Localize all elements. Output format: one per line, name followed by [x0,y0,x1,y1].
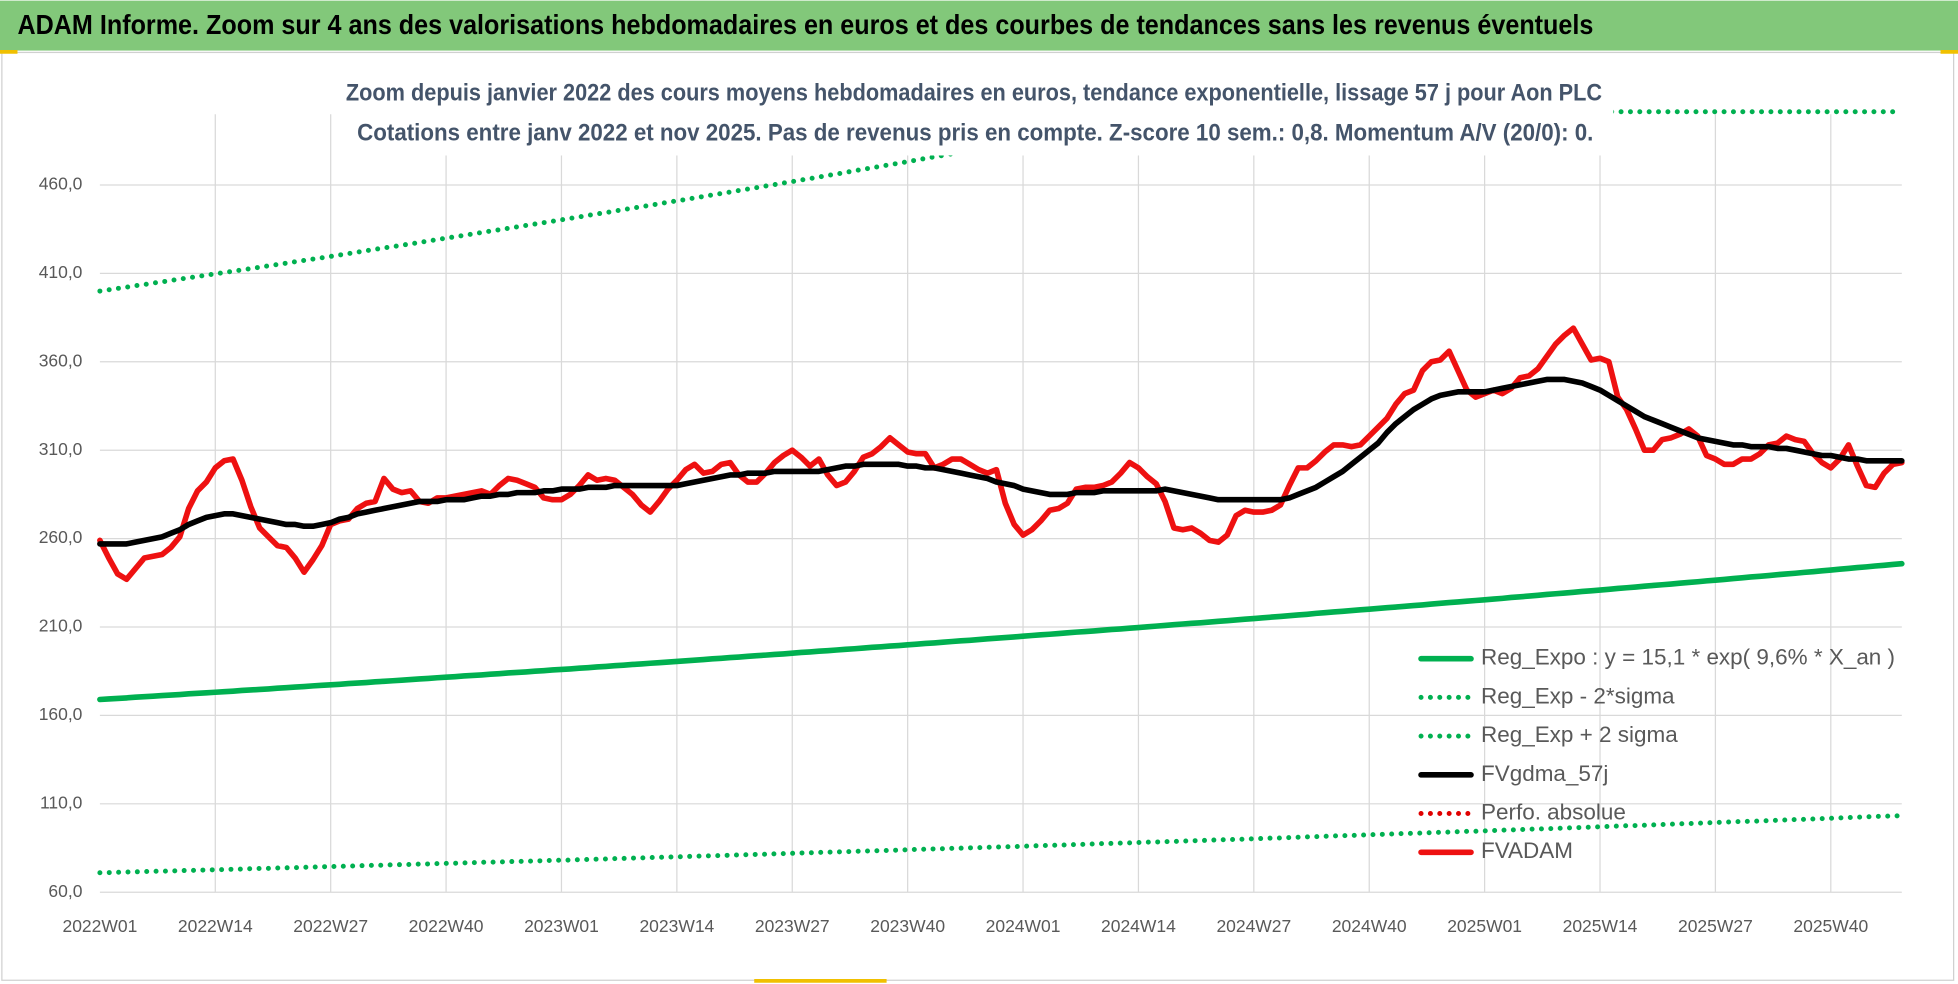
y-tick-label: 210,0 [39,616,83,636]
series-line [97,560,1905,703]
x-tick-label: 2025W14 [1563,916,1638,936]
series-line [97,813,1905,876]
x-tick-label: 2025W40 [1793,916,1868,936]
x-tick-label: 2023W14 [639,916,714,936]
legend-label: Perfo. absolue [1481,799,1626,824]
x-tick-label: 2022W40 [409,916,484,936]
x-tick-label: 2023W27 [755,916,830,936]
x-tick-label: 2024W01 [986,916,1061,936]
subtitle-background [334,73,1614,156]
x-tick-label: 2024W27 [1216,916,1291,936]
chart-title: Zoom depuis janvier 2022 des cours moyen… [346,81,1602,107]
chart-subtitle: Cotations entre janv 2022 et nov 2025. P… [357,121,1593,147]
y-tick-label: 160,0 [39,704,83,724]
x-tick-label: 2023W01 [524,916,599,936]
y-tick-label: 260,0 [39,527,83,547]
y-tick-label: 60,0 [48,881,82,901]
series-line [97,376,1905,547]
page-title: ADAM Informe. Zoom sur 4 ans des valoris… [17,9,1593,40]
legend-label: FVADAM [1481,838,1573,863]
y-tick-label: 410,0 [39,262,83,282]
x-tick-label: 2025W27 [1678,916,1753,936]
legend-label: Reg_Exp + 2 sigma [1481,722,1678,747]
series-line [97,325,1905,583]
x-tick-label: 2022W14 [178,916,253,936]
x-tick-label: 2024W14 [1101,916,1176,936]
x-tick-label: 2025W01 [1447,916,1522,936]
y-tick-label: 460,0 [39,174,83,194]
x-tick-label: 2022W01 [63,916,138,936]
x-tick-label: 2024W40 [1332,916,1407,936]
subtitle-group: Zoom depuis janvier 2022 des cours moyen… [334,73,1614,156]
y-tick-label: 310,0 [39,439,83,459]
legend-label: Reg_Exp - 2*sigma [1481,683,1675,708]
y-tick-label: 360,0 [39,350,83,370]
header-bar [0,0,1958,51]
x-tick-label: 2023W40 [870,916,945,936]
y-tick-label: 110,0 [40,792,83,812]
legend-label: FVgdma_57j [1481,761,1608,786]
chart-frame [1,51,1955,981]
legend-label: Reg_Expo : y = 15,1 * exp( 9,6% * X_an ) [1481,645,1895,670]
x-tick-label: 2022W27 [293,916,368,936]
